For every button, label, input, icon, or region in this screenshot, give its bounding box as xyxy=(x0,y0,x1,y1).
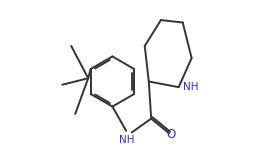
Text: NH: NH xyxy=(119,135,135,145)
Text: O: O xyxy=(166,128,175,141)
Text: NH: NH xyxy=(183,82,198,92)
